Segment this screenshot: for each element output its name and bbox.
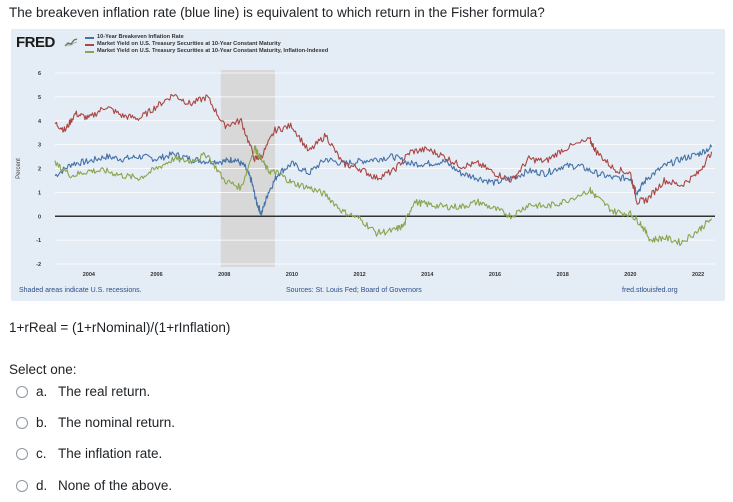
x-tick-label: 2012 — [353, 272, 365, 278]
legend-label: Market Yield on U.S. Treasury Securities… — [97, 41, 281, 47]
fred-url-link[interactable]: fred.stlouisfed.org — [622, 287, 678, 294]
legend-swatch — [85, 43, 94, 46]
option-b[interactable]: b. The nominal return. — [16, 415, 175, 430]
legend-label: 10-Year Breakeven Inflation Rate — [97, 34, 184, 40]
option-a[interactable]: a. The real return. — [16, 384, 150, 399]
x-tick-label: 2016 — [489, 272, 501, 278]
y-tick-label: 4 — [38, 119, 42, 125]
series-line-2 — [54, 145, 713, 247]
option-letter: c. — [36, 446, 47, 461]
x-tick-label: 2020 — [624, 272, 636, 278]
x-tick-label: 2014 — [421, 272, 434, 278]
option-text: The inflation rate. — [58, 446, 163, 461]
legend-item-breakeven: 10-Year Breakeven Inflation Rate — [85, 34, 328, 41]
radio-button[interactable] — [16, 447, 28, 460]
option-d[interactable]: d. None of the above. — [16, 478, 172, 493]
x-tick-label: 2022 — [692, 272, 704, 278]
fisher-formula: 1+rReal = (1+rNominal)/(1+rInflation) — [9, 320, 231, 335]
radio-button[interactable] — [16, 385, 28, 398]
y-tick-label: 3 — [38, 143, 41, 149]
chart-legend: 10-Year Breakeven Inflation Rate Market … — [85, 34, 328, 55]
x-tick-label: 2006 — [150, 272, 162, 278]
y-tick-label: -2 — [36, 262, 41, 268]
option-text: None of the above. — [58, 478, 173, 493]
x-tick-label: 2008 — [218, 272, 230, 278]
y-axis-label: Percent — [16, 158, 22, 179]
option-text: The nominal return. — [58, 415, 176, 430]
x-tick-label: 2010 — [286, 272, 298, 278]
y-tick-label: 0 — [38, 214, 41, 220]
series-line-1 — [54, 93, 713, 205]
recession-note: Shaded areas indicate U.S. recessions. — [19, 287, 142, 294]
fred-logo-chart-icon — [64, 38, 78, 47]
question-text: The breakeven inflation rate (blue line)… — [9, 5, 545, 20]
x-tick-label: 2018 — [557, 272, 569, 278]
legend-item-inflation-indexed: Market Yield on U.S. Treasury Securities… — [85, 48, 328, 55]
option-letter: b. — [36, 415, 48, 430]
radio-button[interactable] — [16, 479, 28, 492]
option-c[interactable]: c. The inflation rate. — [16, 446, 162, 461]
legend-item-nominal: Market Yield on U.S. Treasury Securities… — [85, 41, 328, 48]
radio-button[interactable] — [16, 416, 28, 429]
y-tick-label: -1 — [36, 238, 41, 244]
option-text: The real return. — [58, 384, 151, 399]
option-letter: d. — [36, 478, 48, 493]
y-tick-label: 6 — [38, 71, 41, 77]
fred-chart-panel: FRED 10-Year Breakeven Inflation Rate Ma… — [11, 29, 725, 301]
series-line-0 — [54, 144, 713, 217]
option-letter: a. — [36, 384, 48, 399]
y-tick-label: 5 — [38, 95, 41, 101]
legend-label: Market Yield on U.S. Treasury Securities… — [97, 48, 329, 54]
x-tick-label: 2004 — [83, 272, 96, 278]
sources-note: Sources: St. Louis Fed; Board of Governo… — [286, 287, 422, 294]
line-chart: 6 5 4 3 2 1 0 -1 -2 Percent 2004 2006 2008 2010 2012 20… — [16, 70, 715, 278]
fred-logo: FRED — [16, 34, 55, 51]
select-one-label: Select one: — [9, 362, 77, 377]
legend-swatch — [85, 36, 94, 39]
y-tick-label: 1 — [38, 190, 41, 196]
legend-swatch — [85, 50, 94, 53]
y-tick-label: 2 — [38, 167, 41, 173]
